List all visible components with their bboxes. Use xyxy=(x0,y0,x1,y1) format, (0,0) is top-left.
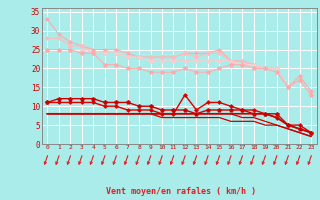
Text: Vent moyen/en rafales ( km/h ): Vent moyen/en rafales ( km/h ) xyxy=(106,187,256,196)
